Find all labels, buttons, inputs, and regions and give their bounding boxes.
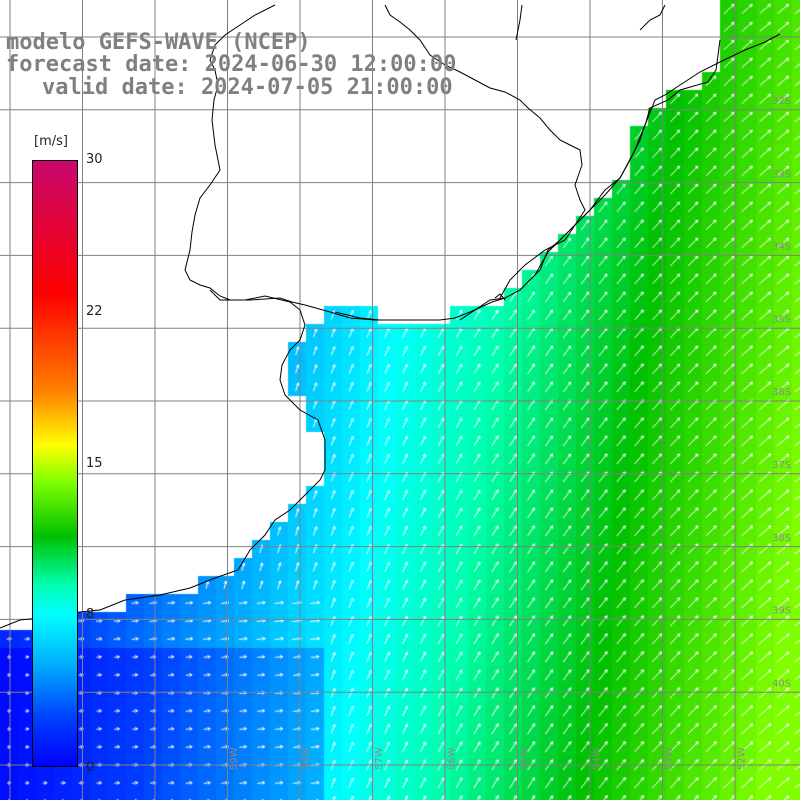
lat-label: 33S <box>772 169 791 180</box>
coastline-uruguay <box>0 289 326 629</box>
lon-label-group: 59W 58W 57W 56W 55W 54W 53W 52W <box>229 747 748 770</box>
colorbar-tick-8: 8 <box>86 607 95 622</box>
border-line <box>384 4 666 299</box>
lon-label: 53W <box>664 747 675 770</box>
colorbar-tick-30: 30 <box>86 152 103 167</box>
lat-label: 39S <box>772 606 791 617</box>
lon-label: 59W <box>229 747 240 770</box>
colorbar <box>32 160 78 767</box>
lon-label: 57W <box>374 747 385 770</box>
lat-label-group: 32S 33S 34S 35S 36S 37S 38S 39S 40S <box>772 96 791 689</box>
colorbar-tick-22: 22 <box>86 304 103 319</box>
lat-label: 36S <box>772 387 791 398</box>
colorbar-tick-0: 0 <box>86 760 95 775</box>
lon-label: 55W <box>519 747 530 770</box>
lon-label: 52W <box>737 747 748 770</box>
colorbar-tick-15: 15 <box>86 456 103 471</box>
lat-label: 32S <box>772 96 791 107</box>
lat-label: 40S <box>772 678 791 689</box>
coastline-brazil <box>334 33 781 321</box>
title-model: modelo GEFS-WAVE (NCEP) <box>6 30 311 55</box>
lon-label: 54W <box>592 747 603 770</box>
lat-label: 35S <box>772 314 791 325</box>
title-valid-date: valid date: 2024-07-05 21:00:00 <box>42 75 453 100</box>
title-forecast-date: forecast date: 2024-06-30 12:00:00 <box>6 52 457 77</box>
lon-label: 58W <box>302 747 313 770</box>
lon-label: 56W <box>447 747 458 770</box>
lat-label: 34S <box>772 242 791 253</box>
lat-label: 38S <box>772 533 791 544</box>
colorbar-unit: [m/s] <box>34 134 68 149</box>
lat-label: 37S <box>772 460 791 471</box>
